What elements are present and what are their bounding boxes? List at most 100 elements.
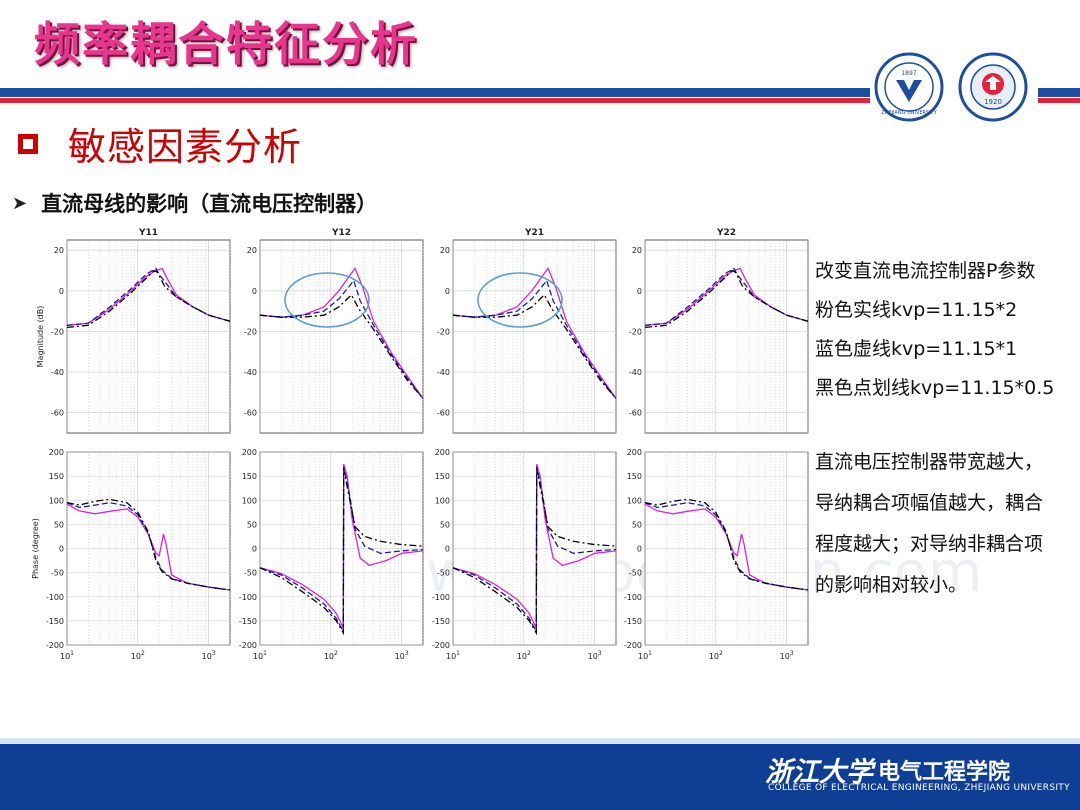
- phase-tick-label: -200: [432, 641, 450, 650]
- phase-axis-label: Phase (degree): [31, 518, 40, 579]
- phase-tick-label: -50: [244, 569, 257, 578]
- mag-tick-label: 0: [59, 287, 64, 296]
- phase-series-dashdot-line: [452, 468, 617, 636]
- phase-tick-label: 0: [59, 545, 64, 554]
- phase-tick-label: 200: [435, 448, 450, 457]
- conclusion-line: 导纳耦合项幅值越大，耦合: [815, 492, 1044, 514]
- mag-tick-label: -40: [51, 368, 64, 377]
- phase-tick-label: 0: [252, 545, 257, 554]
- phase-tick-label: -100: [624, 593, 642, 602]
- x-tick-label: 101: [253, 650, 267, 661]
- logo-left-text: ZHEJIANG UNIVERSITY: [881, 110, 938, 116]
- phase-series-solid-line: [644, 503, 809, 591]
- footer-college: 电气工程学院: [878, 760, 1011, 785]
- phase-series-solid-line: [452, 463, 617, 629]
- phase-tick-label: 150: [435, 472, 450, 481]
- mag-tick-label: 20: [247, 246, 257, 255]
- panel-title: Y12: [331, 228, 351, 238]
- mag-tick-label: 0: [637, 287, 642, 296]
- phase-tick-label: -150: [239, 617, 257, 626]
- phase-tick-label: -150: [624, 617, 642, 626]
- bullet-row: ➤ 直流母线的影响（直流电压控制器）: [12, 188, 377, 218]
- footer-university: 浙江大学: [765, 757, 873, 788]
- mag-axes-frame: [452, 239, 617, 434]
- phase-tick-label: 200: [242, 448, 257, 457]
- mag-series-dashdot-line: [452, 293, 617, 399]
- header-band-red: [0, 98, 870, 103]
- note-line: 蓝色虚线kvp=11.15*1: [815, 338, 1018, 360]
- mag-tick-label: -20: [244, 327, 257, 336]
- phase-tick-label: 50: [632, 520, 642, 529]
- x-tick-label: 102: [324, 650, 338, 661]
- phase-series-solid-line: [66, 503, 231, 591]
- phase-tick-label: 0: [637, 545, 642, 554]
- panel-title: Y22: [716, 228, 736, 238]
- section-square-icon: [18, 133, 38, 154]
- phase-tick-label: 100: [242, 496, 257, 505]
- mag-tick-label: -20: [629, 327, 642, 336]
- mag-tick-label: 20: [54, 246, 64, 255]
- header-band-blue-right: [1038, 88, 1080, 97]
- phase-series-dashed-line: [259, 466, 424, 632]
- phase-tick-label: 50: [440, 520, 450, 529]
- phase-series-dashdot-line: [259, 468, 424, 636]
- phase-tick-label: 50: [247, 520, 257, 529]
- x-tick-label: 103: [395, 650, 409, 661]
- phase-tick-label: 0: [445, 545, 450, 554]
- footer-bar: [0, 738, 1080, 810]
- mag-tick-label: 0: [445, 287, 450, 296]
- mag-tick-label: -60: [51, 409, 64, 418]
- phase-series-solid-line: [259, 463, 424, 629]
- x-tick-label: 102: [709, 650, 723, 661]
- note-line: 粉色实线kvp=11.15*2: [815, 299, 1018, 321]
- phase-tick-label: 200: [49, 448, 64, 457]
- phase-tick-label: -200: [239, 641, 257, 650]
- phase-tick-label: 100: [49, 496, 64, 505]
- mag-axes-frame: [259, 239, 424, 434]
- mag-tick-label: -20: [51, 327, 64, 336]
- mag-tick-label: 20: [632, 246, 642, 255]
- phase-tick-label: -50: [51, 569, 64, 578]
- conclusion-line: 的影响相对较小。: [815, 574, 968, 596]
- logo-right-year: 1920: [984, 98, 1002, 106]
- header-band-red-right: [1038, 98, 1080, 103]
- mag-series-dashdot-line: [644, 269, 809, 329]
- phase-tick-label: -100: [46, 593, 64, 602]
- phase-series-dashdot-line: [644, 498, 809, 591]
- highlight-ellipse: [477, 272, 563, 328]
- zhejiang-university-logo: ZHEJIANG UNIVERSITY 1897: [874, 52, 944, 122]
- mag-tick-label: -60: [437, 409, 450, 418]
- note-line: 改变直流电流控制器P参数: [815, 260, 1036, 282]
- phase-tick-label: -100: [432, 593, 450, 602]
- phase-tick-label: 150: [627, 472, 642, 481]
- x-tick-label: 101: [60, 650, 74, 661]
- header-band-blue: [0, 88, 870, 97]
- x-tick-label: 102: [131, 650, 145, 661]
- phase-tick-label: -200: [46, 641, 64, 650]
- note-line: 黑色点划线kvp=11.15*0.5: [815, 377, 1055, 399]
- x-tick-label: 101: [446, 650, 460, 661]
- slide-title: 频率耦合特征分析: [34, 17, 418, 71]
- section-header: 敏感因素分析: [18, 116, 302, 171]
- bullet-text: 直流母线的影响（直流电压控制器）: [41, 192, 378, 216]
- phase-tick-label: -150: [432, 617, 450, 626]
- phase-tick-label: 100: [627, 496, 642, 505]
- magnitude-axis-label: Magnitude (dB): [36, 306, 45, 368]
- college-logo: 1920: [958, 52, 1028, 122]
- phase-series-dashed-line: [452, 466, 617, 632]
- highlight-ellipse: [284, 272, 370, 328]
- phase-series-dashdot-line: [66, 498, 231, 591]
- x-tick-label: 102: [517, 650, 531, 661]
- phase-tick-label: -50: [437, 569, 450, 578]
- phase-tick-label: -100: [239, 593, 257, 602]
- logo-left-year: 1897: [901, 70, 916, 77]
- footer-college-en: COLLEGE OF ELECTRICAL ENGINEERING, ZHEJI…: [768, 783, 1070, 793]
- phase-tick-label: 150: [49, 472, 64, 481]
- phase-tick-label: -50: [629, 569, 642, 578]
- arrow-bullet-icon: ➤: [12, 192, 28, 214]
- conclusion-line: 程度越大；对导纳非耦合项: [815, 533, 1044, 555]
- x-tick-label: 103: [780, 650, 794, 661]
- x-tick-label: 103: [202, 650, 216, 661]
- mag-series-dashdot-line: [259, 293, 424, 399]
- bode-plot-figure: Magnitude (dB)Phase (degree)Y11200-20-40…: [31, 228, 809, 661]
